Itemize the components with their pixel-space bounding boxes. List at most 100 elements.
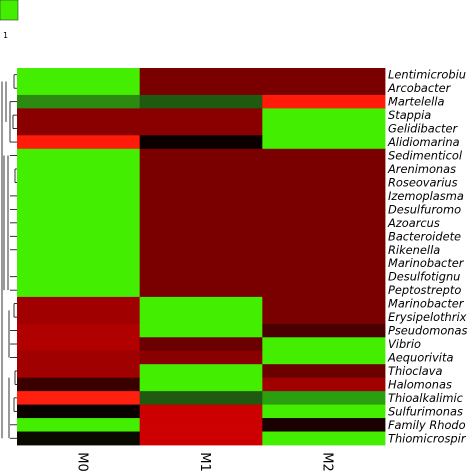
row-label: Izemoplasma (388, 189, 464, 203)
column-labels: M0 M1 M2 (74, 452, 334, 472)
heatmap-cell (262, 108, 386, 123)
heatmap-cell (139, 81, 263, 96)
heatmap-cell (139, 162, 263, 177)
row-label: Desulfotignu (388, 270, 460, 284)
heatmap-cell (262, 94, 386, 109)
row-label: Rikenella (388, 243, 440, 257)
heatmap-cell (17, 364, 141, 379)
heatmap-cell (262, 283, 386, 298)
row-label: Lentimicrobiu (388, 68, 466, 82)
heatmap-cell (139, 216, 263, 230)
heatmap-cell (262, 404, 386, 419)
heatmap-cell (262, 162, 386, 177)
heatmap-cell (262, 296, 386, 311)
heatmap-cell (17, 296, 141, 311)
heatmap-cell (17, 121, 141, 136)
heatmap-cell (262, 377, 386, 392)
row-label: Thiomicrospir (388, 431, 467, 445)
heatmap-cell (17, 94, 141, 109)
heatmap-cells (17, 68, 386, 446)
heatmap-cell (262, 391, 386, 405)
row-label: Alidiomarina (387, 135, 460, 149)
heatmap-cell (17, 418, 141, 432)
heatmap-cell (262, 431, 386, 446)
heatmap-cell (139, 310, 263, 325)
row-label: Marinobacter (388, 256, 465, 270)
row-label: Pseudomonas (388, 324, 467, 338)
heatmap-cell (139, 350, 263, 365)
row-label: Azoarcus (387, 216, 440, 230)
heatmap-cell (17, 404, 141, 419)
heatmap-cell (139, 364, 263, 379)
heatmap-cell (262, 243, 386, 257)
heatmap-cell (139, 148, 263, 163)
row-label: Halomonas (388, 377, 452, 391)
heatmap-cell (262, 202, 386, 217)
heatmap-cell (262, 310, 386, 325)
color-legend: 1 (0, 0, 19, 40)
heatmap-cell (17, 377, 141, 392)
heatmap-cell (262, 148, 386, 163)
row-label: Erysipelothrix (388, 310, 467, 324)
row-label: Sulfurimonas (388, 404, 463, 418)
heatmap-cell (17, 269, 141, 284)
row-labels: LentimicrobiuArcobacterMartelellaStappia… (387, 68, 467, 446)
heatmap-cell (17, 189, 141, 204)
heatmap-cell (262, 135, 386, 150)
row-label: Stappia (388, 108, 431, 122)
heatmap-cell (262, 175, 386, 190)
row-label: Roseovarius (388, 175, 458, 189)
heatmap-cell (17, 81, 141, 96)
heatmap-cell (139, 431, 263, 446)
heatmap-cell (17, 135, 141, 150)
heatmap-cell (139, 94, 263, 109)
heatmap-cell (262, 81, 386, 96)
heatmap-cell (139, 323, 263, 338)
legend-color-bar (0, 0, 19, 21)
heatmap-cell (139, 243, 263, 257)
row-label: Martelella (388, 95, 444, 109)
heatmap-cell (17, 68, 141, 82)
heatmap-cell (262, 269, 386, 284)
row-label: Vibrio (388, 337, 421, 351)
heatmap-cell (139, 269, 263, 284)
row-label: Desulfuromo (388, 202, 461, 216)
heatmap-cell (139, 135, 263, 150)
heatmap-cell (139, 229, 263, 244)
heatmap-cell (17, 202, 141, 217)
heatmap-cell (17, 391, 141, 405)
heatmap-cell (262, 229, 386, 244)
heatmap-cell (17, 243, 141, 257)
row-dendrogram (1, 74, 17, 439)
row-label: Bacteroidete (388, 229, 461, 243)
row-label: Marinobacter (388, 297, 465, 311)
column-label: M1 (197, 452, 212, 472)
heatmap-cell (139, 283, 263, 298)
heatmap-cell (17, 283, 141, 298)
legend-tick-label: 1 (3, 31, 8, 40)
heatmap-cell (139, 337, 263, 352)
heatmap-cell (17, 310, 141, 325)
heatmap-cell (262, 337, 386, 352)
heatmap-cell (17, 350, 141, 365)
heatmap-cell (262, 364, 386, 379)
heatmap-cell (17, 108, 141, 123)
heatmap-cell (139, 189, 263, 204)
heatmap-cell (262, 68, 386, 82)
heatmap-cell (17, 148, 141, 163)
heatmap-cell (139, 418, 263, 432)
row-label: Arcobacter (387, 81, 452, 95)
column-label: M0 (74, 452, 89, 472)
row-label: Gelidibacter (388, 122, 459, 136)
heatmap-cell (139, 256, 263, 271)
heatmap-cell (139, 121, 263, 136)
heatmap-cell (139, 377, 263, 392)
heatmap-cell (139, 404, 263, 419)
heatmap-cell (262, 323, 386, 338)
row-label: Peptostrepto (388, 283, 461, 297)
heatmap-cell (262, 216, 386, 230)
column-label: M2 (320, 452, 335, 472)
heatmap-cell (17, 323, 141, 338)
heatmap-cell (139, 391, 263, 405)
